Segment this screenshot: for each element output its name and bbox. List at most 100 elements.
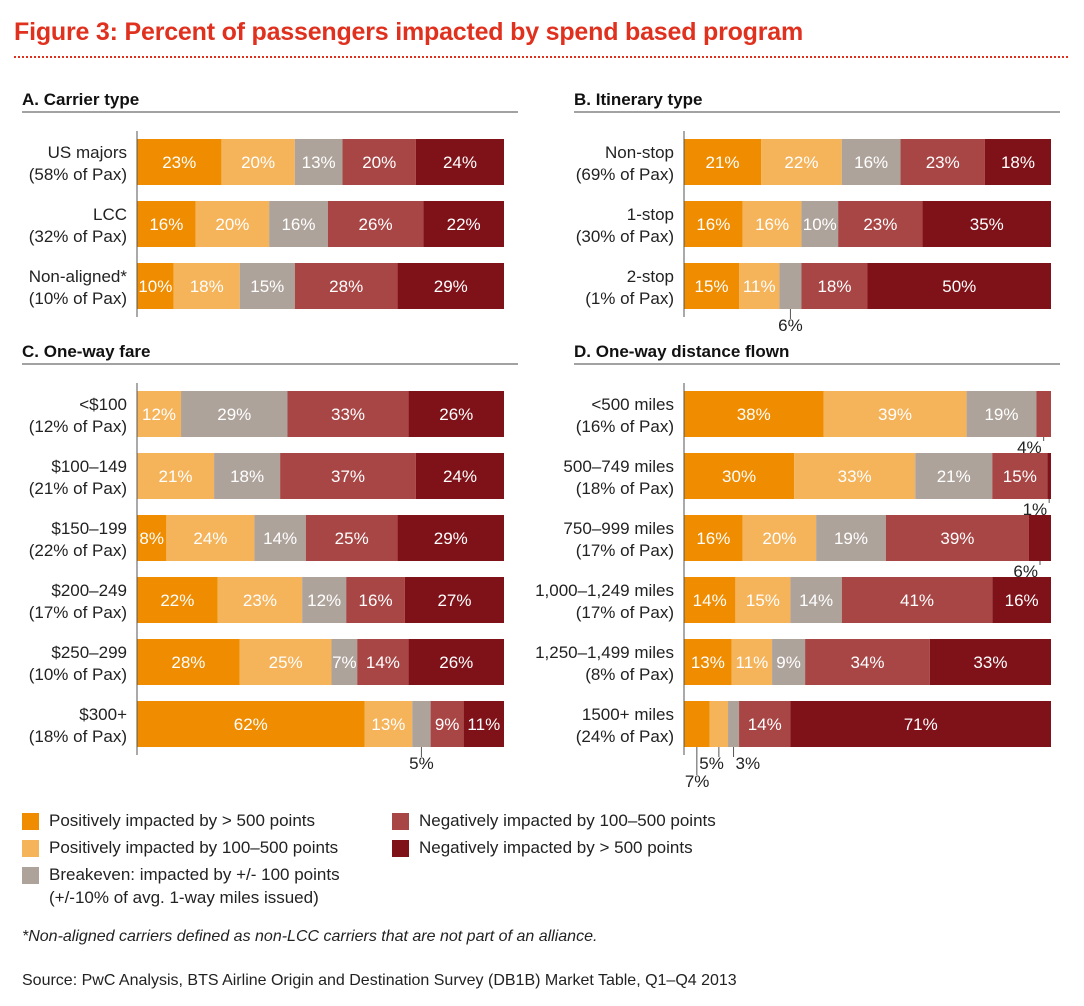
bar-value-label: 20%: [241, 153, 275, 172]
bar-segment: [823, 391, 967, 437]
category-sublabel: (10% of Pax): [29, 289, 127, 308]
legend-item-neg-low: Negatively impacted by 100–500 points: [392, 811, 716, 832]
bar-value-label: 21%: [937, 467, 971, 486]
bar-value-label: 33%: [973, 653, 1007, 672]
bar-segment: [166, 515, 255, 561]
bar-value-label: 16%: [359, 591, 393, 610]
bar-segment: [1036, 391, 1051, 437]
bar-segment: [269, 201, 328, 247]
bar-segment: [1047, 453, 1051, 499]
bar-segment: [430, 701, 464, 747]
bar-segment: [294, 263, 398, 309]
category-sublabel: (18% of Pax): [576, 479, 674, 498]
bar-segment: [214, 453, 281, 499]
category-sublabel: (58% of Pax): [29, 165, 127, 184]
bar-value-label: 12%: [142, 405, 176, 424]
bar-value-label: 12%: [307, 591, 341, 610]
bar-value-label: 10%: [803, 215, 837, 234]
category-label: 1500+ miles: [582, 705, 674, 724]
bar-segment: [929, 639, 1051, 685]
bar-segment: [137, 701, 365, 747]
bar-value-label: 39%: [878, 405, 912, 424]
bar-value-label: 28%: [171, 653, 205, 672]
category-label: US majors: [48, 143, 127, 162]
bar-segment: [731, 639, 773, 685]
legend-swatch-pos-high: [22, 813, 39, 830]
category-sublabel: (30% of Pax): [576, 227, 674, 246]
category-label: $200–249: [51, 581, 127, 600]
bar-segment: [137, 391, 182, 437]
category-sublabel: (17% of Pax): [29, 603, 127, 622]
bar-value-label: 35%: [970, 215, 1004, 234]
bar-value-label: 33%: [838, 467, 872, 486]
bar-segment: [408, 391, 504, 437]
bar-segment: [239, 639, 332, 685]
bar-segment: [867, 263, 1051, 309]
bar-value-label: 18%: [817, 277, 851, 296]
bar-segment: [992, 453, 1048, 499]
bar-value-label: 15%: [746, 591, 780, 610]
legend-item-pos-low: Positively impacted by 100–500 points: [22, 838, 339, 859]
bar-value-label: 24%: [193, 529, 227, 548]
legend-label: Positively impacted by 100–500 points: [49, 838, 339, 857]
bar-value-label: 15%: [250, 277, 284, 296]
bar-segment: [195, 201, 270, 247]
bar-value-label: 29%: [217, 405, 251, 424]
category-label: 1-stop: [627, 205, 674, 224]
legend-item-breakeven: Breakeven: impacted by +/- 100 points (+…: [22, 865, 340, 909]
category-sublabel: (22% of Pax): [29, 541, 127, 560]
bar-value-label: 19%: [984, 405, 1018, 424]
bar-segment: [357, 639, 409, 685]
bar-value-label: 18%: [1001, 153, 1035, 172]
bar-segment: [331, 639, 358, 685]
category-label: $300+: [79, 705, 127, 724]
category-sublabel: (17% of Pax): [576, 603, 674, 622]
bar-segment: [992, 577, 1051, 623]
bar-segment: [239, 263, 295, 309]
bar-value-label: 26%: [359, 215, 393, 234]
bar-value-label: 10%: [138, 277, 172, 296]
bar-segment: [805, 639, 930, 685]
bar-value-label: 34%: [850, 653, 884, 672]
bar-segment: [397, 515, 504, 561]
category-label: Non-aligned*: [29, 267, 128, 286]
bar-value-label: 11%: [743, 277, 776, 296]
legend-swatch-neg-high: [392, 840, 409, 857]
category-sublabel: (10% of Pax): [29, 665, 127, 684]
bar-value-label: 22%: [160, 591, 194, 610]
bar-value-label: 7%: [332, 653, 357, 672]
callout-label: 1%: [1023, 500, 1048, 519]
bar-value-label: 13%: [371, 715, 405, 734]
bar-value-label: 19%: [834, 529, 868, 548]
legend-label: Negatively impacted by 100–500 points: [419, 811, 716, 830]
bar-value-label: 23%: [243, 591, 277, 610]
bar-segment: [684, 515, 743, 561]
bar-value-label: 18%: [230, 467, 264, 486]
category-label: 2-stop: [627, 267, 674, 286]
bar-value-label: 37%: [331, 467, 365, 486]
bar-segment: [838, 201, 923, 247]
bar-value-label: 15%: [1003, 467, 1037, 486]
bar-segment: [254, 515, 306, 561]
bar-segment: [137, 201, 196, 247]
category-sublabel: (16% of Pax): [576, 417, 674, 436]
bar-value-label: 14%: [693, 591, 727, 610]
legend-swatch-pos-low: [22, 840, 39, 857]
bar-value-label: 16%: [696, 215, 730, 234]
bar-segment: [739, 263, 780, 309]
bar-segment: [137, 139, 222, 185]
category-sublabel: (18% of Pax): [29, 727, 127, 746]
legend-item-pos-high: Positively impacted by > 500 points: [22, 811, 316, 832]
legend-label: Positively impacted by > 500 points: [49, 811, 316, 830]
bar-segment: [779, 263, 802, 309]
bar-segment: [735, 577, 791, 623]
bar-segment: [772, 639, 806, 685]
category-label: 1,250–1,499 miles: [535, 643, 674, 662]
bar-value-label: 20%: [215, 215, 249, 234]
callout-label: 6%: [778, 316, 803, 335]
figure-title: Figure 3: Percent of passengers impacted…: [14, 18, 804, 46]
bar-segment: [181, 391, 288, 437]
legend-swatch-breakeven: [22, 867, 39, 884]
category-label: 1,000–1,249 miles: [535, 581, 674, 600]
bar-value-label: 14%: [748, 715, 782, 734]
